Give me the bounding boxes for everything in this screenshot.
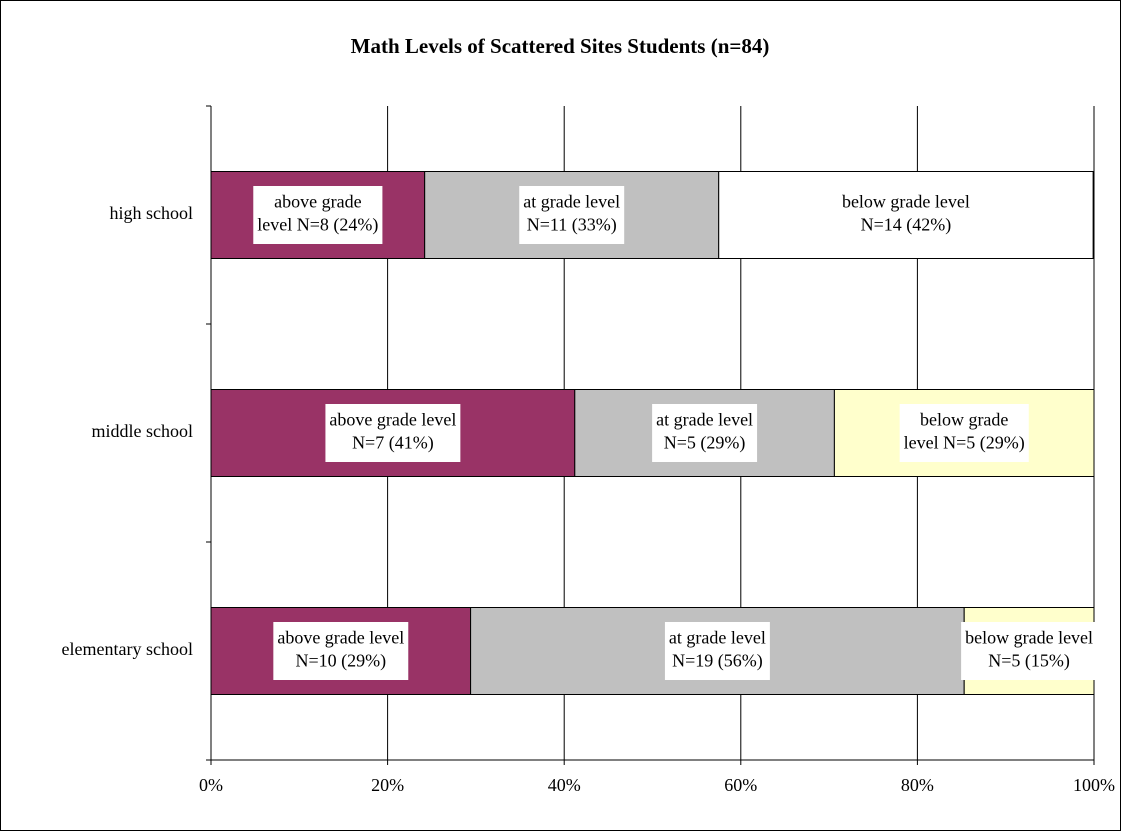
data-label: at grade level bbox=[669, 628, 766, 648]
data-label: N=7 (41%) bbox=[352, 433, 434, 454]
data-label: N=5 (29%) bbox=[664, 433, 746, 454]
data-label-box bbox=[837, 186, 974, 244]
data-label: below grade level bbox=[965, 628, 1093, 648]
data-label-box bbox=[519, 186, 625, 244]
data-label: at grade level bbox=[523, 192, 620, 212]
data-label-box bbox=[961, 622, 1098, 680]
data-label: N=19 (56%) bbox=[672, 651, 763, 672]
x-tick-label: 0% bbox=[199, 775, 223, 795]
data-label-box bbox=[652, 404, 758, 462]
data-label: above grade bbox=[274, 192, 361, 212]
data-label: N=5 (15%) bbox=[988, 651, 1070, 672]
data-label: N=11 (33%) bbox=[527, 215, 617, 236]
data-label: below grade bbox=[920, 410, 1008, 430]
data-label-box bbox=[253, 186, 383, 244]
data-label-box bbox=[325, 404, 461, 462]
x-tick-label: 60% bbox=[724, 775, 757, 795]
y-tick-label: middle school bbox=[92, 421, 194, 441]
data-label: N=10 (29%) bbox=[295, 651, 386, 672]
x-tick-label: 20% bbox=[371, 775, 404, 795]
y-tick-label: high school bbox=[110, 203, 194, 223]
y-tick-label: elementary school bbox=[62, 639, 193, 659]
data-label-box bbox=[899, 404, 1029, 462]
data-label: at grade level bbox=[656, 410, 753, 430]
x-tick-label: 80% bbox=[901, 775, 934, 795]
data-label: level N=5 (29%) bbox=[904, 433, 1025, 454]
data-label: N=14 (42%) bbox=[861, 215, 952, 236]
chart-title: Math Levels of Scattered Sites Students … bbox=[351, 34, 770, 58]
data-label: level N=8 (24%) bbox=[257, 215, 378, 236]
data-label-box bbox=[273, 622, 409, 680]
data-label: above grade level bbox=[277, 628, 404, 648]
x-tick-label: 40% bbox=[548, 775, 581, 795]
x-tick-label: 100% bbox=[1073, 775, 1115, 795]
data-label: above grade level bbox=[329, 410, 456, 430]
data-label: below grade level bbox=[842, 192, 970, 212]
data-label-box bbox=[664, 622, 770, 680]
